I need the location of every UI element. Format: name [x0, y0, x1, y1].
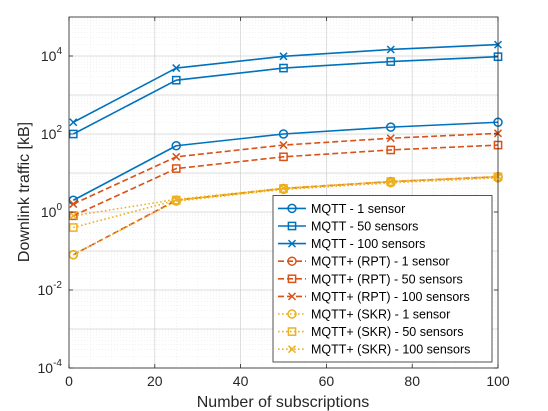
legend-label: MQTT+ (SKR) - 1 sensor [311, 308, 450, 322]
ticks: 0 20 40 60 80 100 10-4 10-2 100 102 104 [38, 17, 510, 389]
x-tick-label: 40 [233, 373, 249, 389]
data-point-marker [386, 145, 396, 155]
marker-stroke [287, 239, 297, 248]
legend: MQTT - 1 sensor MQTT - 50 sensors MQTT - 1… [272, 195, 493, 363]
marker-stroke [69, 211, 78, 220]
legend-label: MQTT+ (SKR) - 100 sensors [311, 343, 470, 357]
series-line [72, 177, 499, 256]
y-tick-label: 104 [41, 46, 63, 64]
data-point-marker [386, 177, 396, 187]
data-point-marker [279, 63, 288, 73]
legend-label: MQTT+ (RPT) - 1 sensor [311, 255, 450, 269]
data-point-marker [279, 52, 288, 61]
data-point-marker [69, 200, 78, 209]
legend-entry: MQTT+ (SKR) - 100 sensors [278, 343, 470, 357]
marker-stroke [172, 152, 181, 161]
data-point-marker [287, 345, 297, 354]
marker-stroke [386, 134, 395, 143]
marker-stroke [386, 177, 395, 186]
legend-label: MQTT - 1 sensor [311, 202, 405, 216]
legend-label: MQTT+ (RPT) - 50 sensors [311, 272, 463, 286]
data-point-marker [386, 45, 395, 54]
legend-entry: MQTT - 1 sensor [278, 202, 405, 216]
marker-stroke [279, 52, 288, 61]
data-point-marker [278, 129, 289, 139]
x-axis-label: Number of subscriptions [197, 394, 370, 411]
data-point-marker [279, 152, 288, 162]
legend-label: MQTT - 100 sensors [311, 237, 425, 251]
marker-stroke [279, 141, 288, 150]
data-point-marker [171, 164, 181, 173]
data-point-marker [287, 203, 297, 214]
x-tick-label: 0 [65, 373, 73, 389]
legend-label: MQTT+ (SKR) - 50 sensors [311, 325, 463, 339]
plot-frame [68, 16, 499, 369]
series-line [72, 121, 499, 201]
marker-stroke [69, 118, 78, 127]
y-tick-label: 10-2 [38, 280, 63, 298]
data-point-marker [287, 239, 297, 248]
series-line [72, 175, 499, 256]
data-point-marker [279, 184, 288, 193]
legend-label: MQTT - 50 sensors [311, 220, 418, 234]
data-point-marker [69, 118, 78, 127]
x-tick-label: 80 [404, 373, 420, 389]
series-3 [69, 40, 503, 127]
data-point-marker [69, 211, 78, 220]
data-point-marker [386, 57, 396, 66]
legend-box [272, 195, 493, 363]
data-point-marker [386, 134, 395, 143]
data-point-marker [279, 141, 288, 150]
data-point-marker [172, 152, 181, 161]
legend-entry: MQTT - 50 sensors [278, 220, 418, 234]
legend-entry: MQTT+ (RPT) - 50 sensors [278, 272, 463, 286]
legend-entry: MQTT+ (SKR) - 1 sensor [278, 308, 450, 322]
data-point-marker [287, 327, 297, 336]
y-tick-label: 102 [41, 124, 63, 142]
data-point-marker [172, 64, 181, 73]
data-point-marker [171, 140, 181, 151]
data-point-marker [68, 211, 78, 221]
series-line [72, 55, 499, 135]
data-point-marker [287, 274, 297, 284]
series-line [72, 144, 499, 217]
data-point-marker [287, 221, 297, 231]
series-layer [68, 40, 503, 260]
marker-stroke [386, 45, 395, 54]
legend-entry: MQTT+ (RPT) - 1 sensor [278, 255, 450, 269]
legend-entry: MQTT+ (RPT) - 100 sensors [278, 290, 470, 304]
marker-stroke [172, 64, 181, 73]
data-point-marker [386, 177, 395, 186]
marker-stroke [69, 200, 78, 209]
marker-stroke [287, 345, 297, 354]
marker-stroke [287, 292, 297, 301]
y-tick-label: 10-4 [38, 358, 63, 376]
y-tick-label: 100 [41, 202, 63, 220]
data-point-marker [287, 292, 297, 301]
marker-stroke [279, 184, 288, 193]
series-9 [69, 172, 503, 220]
data-point-marker [287, 256, 297, 266]
legend-entry: MQTT+ (SKR) - 50 sensors [278, 325, 463, 339]
x-tick-label: 100 [486, 373, 510, 389]
marker-stroke [172, 195, 181, 204]
legend-entry: MQTT - 100 sensors [278, 237, 425, 251]
legend-label: MQTT+ (RPT) - 100 sensors [311, 290, 470, 304]
y-axis-label: Downlink traffic [kB] [16, 122, 33, 262]
data-point-marker [386, 122, 396, 132]
data-point-marker [171, 75, 181, 85]
x-tick-label: 60 [319, 373, 335, 389]
data-point-marker [68, 223, 78, 232]
data-point-marker [172, 195, 181, 204]
x-tick-label: 20 [147, 373, 163, 389]
data-point-marker [287, 309, 297, 319]
